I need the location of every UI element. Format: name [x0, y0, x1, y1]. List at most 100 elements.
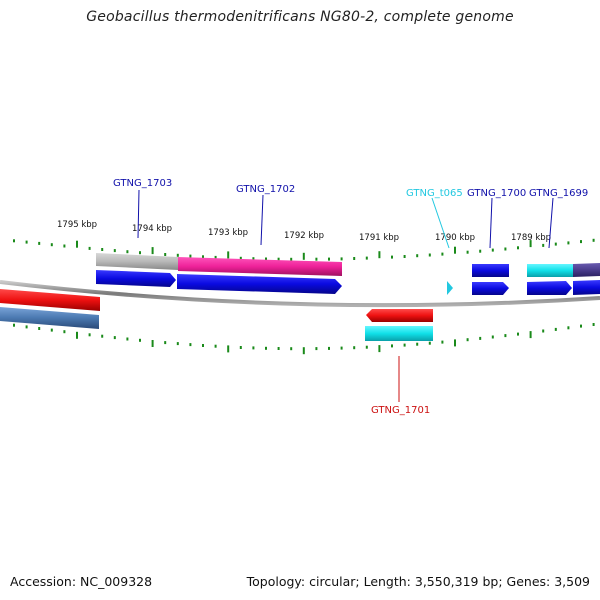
- tick-mark: [63, 244, 66, 248]
- feature-cyan: [527, 264, 573, 277]
- tick-mark: [441, 340, 444, 344]
- tick-mark: [529, 240, 532, 248]
- tick-mark: [239, 346, 242, 349]
- tick-mark: [13, 323, 15, 327]
- tick-mark: [202, 344, 204, 347]
- tick-mark: [277, 257, 280, 261]
- tick-mark: [542, 243, 545, 247]
- tick-mark: [580, 324, 582, 328]
- map-title: Geobacillus thermodenitrificans NG80-2, …: [86, 9, 514, 25]
- tick-mark: [542, 329, 545, 333]
- tick-mark: [554, 327, 557, 331]
- tick-mark: [38, 327, 41, 330]
- scale-labels: 1795 kbp 1794 kbp 1793 kbp 1792 kbp 1791…: [57, 220, 551, 243]
- tick-mark: [365, 345, 368, 349]
- cds-arrow: [472, 282, 509, 295]
- feature-steel: [0, 307, 99, 329]
- tick-mark: [328, 257, 330, 261]
- tick-mark: [353, 346, 356, 350]
- tick-mark: [151, 340, 154, 347]
- scale-label: 1790 kbp: [435, 233, 475, 243]
- tick-mark: [378, 251, 381, 259]
- genome-summary-text: Topology: circular; Length: 3,550,319 bp…: [246, 574, 590, 589]
- tick-mark: [454, 339, 456, 347]
- feature-cyan-reverse: [365, 326, 433, 341]
- gene-label: GTNG_1699: [529, 188, 588, 199]
- tick-mark: [214, 255, 217, 259]
- tick-mark: [214, 344, 217, 348]
- tick-mark: [315, 257, 318, 261]
- tick-mark: [88, 333, 91, 337]
- tick-mark: [164, 253, 167, 256]
- tick-mark: [567, 241, 570, 245]
- tick-mark: [391, 255, 393, 259]
- gene-label: GTNG_1703: [113, 178, 172, 189]
- tick-mark: [403, 255, 406, 258]
- tick-mark: [491, 335, 494, 339]
- tick-mark: [101, 248, 104, 251]
- cds-arrow: [177, 274, 342, 294]
- cds-track-reverse: [0, 289, 433, 341]
- tick-mark: [517, 332, 519, 336]
- cds-box: [472, 264, 509, 277]
- gene-label: GTNG_1701: [371, 405, 430, 416]
- cds-box: [573, 280, 600, 295]
- tick-mark: [38, 241, 41, 245]
- tick-marks: [13, 238, 595, 355]
- tick-mark: [13, 239, 15, 243]
- tick-mark: [25, 240, 28, 244]
- tick-mark: [302, 347, 305, 355]
- tick-mark: [101, 334, 104, 338]
- scale-label: 1789 kbp: [511, 233, 551, 243]
- tick-mark: [290, 257, 293, 261]
- scale-label: 1794 kbp: [132, 224, 172, 234]
- tick-mark: [290, 347, 293, 351]
- scale-label: 1795 kbp: [57, 220, 97, 230]
- tick-mark: [239, 256, 242, 260]
- tick-mark: [113, 249, 116, 253]
- tick-mark: [139, 338, 141, 342]
- tick-mark: [517, 246, 519, 250]
- tick-mark: [189, 254, 192, 258]
- gene-label: GTNG_1702: [236, 184, 295, 195]
- tick-mark: [416, 342, 419, 346]
- tick-mark: [529, 331, 532, 339]
- tick-mark: [265, 257, 267, 261]
- gene-labels: GTNG_1703 GTNG_1702 GTNG_t065 GTNG_1700 …: [113, 178, 588, 416]
- tick-mark: [50, 328, 53, 332]
- cds-track-forward: [96, 264, 600, 295]
- scale-label: 1793 kbp: [208, 228, 248, 238]
- tick-mark: [428, 341, 431, 345]
- tick-mark: [76, 331, 78, 339]
- feature-red: [0, 289, 100, 311]
- tick-mark: [504, 334, 507, 338]
- tick-mark: [139, 251, 141, 255]
- trna-arrow: [447, 281, 453, 295]
- tick-mark: [252, 346, 255, 350]
- tick-mark: [580, 240, 582, 244]
- tick-mark: [391, 344, 393, 348]
- tick-mark: [567, 326, 570, 330]
- tick-mark: [227, 251, 230, 259]
- tick-mark: [365, 256, 368, 260]
- tick-mark: [479, 249, 482, 253]
- cds-arrow-reverse: [366, 309, 433, 322]
- gene-label: GTNG_1700: [467, 188, 526, 199]
- scale-label: 1792 kbp: [284, 231, 324, 241]
- tick-mark: [126, 337, 129, 341]
- tick-mark: [454, 246, 456, 254]
- tick-mark: [176, 342, 179, 346]
- feature-purple: [573, 263, 600, 277]
- tick-mark: [113, 336, 116, 340]
- tick-mark: [466, 338, 469, 342]
- tick-mark: [202, 255, 204, 259]
- tick-mark: [353, 257, 356, 260]
- tick-mark: [151, 247, 154, 255]
- genome-backbone: [0, 280, 600, 308]
- tick-mark: [164, 341, 167, 345]
- tick-mark: [88, 246, 91, 250]
- tick-mark: [126, 250, 129, 254]
- tick-mark: [466, 250, 469, 254]
- tick-mark: [340, 346, 343, 350]
